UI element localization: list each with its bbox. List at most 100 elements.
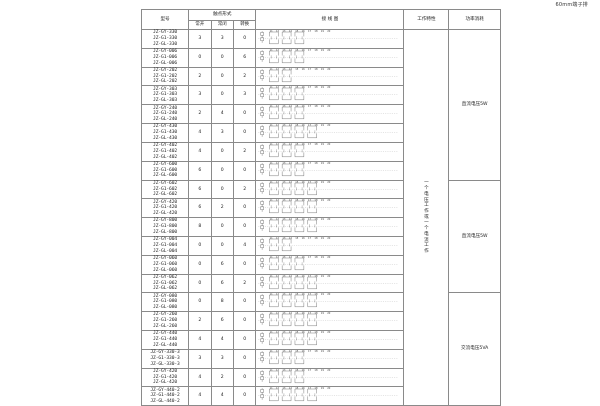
svg-text:19: 19 xyxy=(321,199,325,202)
model-code: JZ-GL-202 xyxy=(153,79,178,85)
svg-text:14: 14 xyxy=(289,181,293,184)
model-code: JZ-GL-062 xyxy=(153,286,178,292)
changeover-count-cell: 2 xyxy=(232,66,257,87)
svg-text:18: 18 xyxy=(315,331,319,334)
svg-text:18: 18 xyxy=(315,350,319,353)
wiring-diagram-cell: 11 12 13 14 15 16 17 18 19 20 xyxy=(255,141,405,162)
normally-open-count-cell: 4 xyxy=(188,123,212,143)
wiring-diagram-d-420a: 11 12 13 14 15 16 17 18 19 20 xyxy=(256,199,403,217)
svg-text:18: 18 xyxy=(315,256,319,259)
changeover-count-cell: 0 xyxy=(232,386,257,406)
svg-text:17: 17 xyxy=(308,312,312,315)
table-row: JZ-GY-080 JZ-G1-080 JZ-GL-080 0 8 0 11 12 13 14 15… xyxy=(140,292,501,406)
svg-text:20: 20 xyxy=(328,162,332,165)
svg-text:13: 13 xyxy=(283,237,287,240)
model-code: JZ-GL-600 xyxy=(153,173,178,179)
svg-text:12: 12 xyxy=(276,218,280,221)
model-cell: JZ-GY-080 JZ-G1-080 JZ-GL-080 xyxy=(140,292,190,313)
svg-text:12: 12 xyxy=(276,49,280,52)
svg-text:18: 18 xyxy=(315,68,319,71)
svg-text:20: 20 xyxy=(328,275,332,278)
svg-text:18: 18 xyxy=(315,312,319,315)
normally-closed-count-cell: 0 xyxy=(210,235,234,256)
svg-text:12: 12 xyxy=(276,387,280,390)
svg-text:20: 20 xyxy=(328,105,332,108)
wiring-diagram-d-240: 11 12 13 14 15 16 17 18 19 20 xyxy=(256,105,403,123)
svg-text:13: 13 xyxy=(283,275,287,278)
header-working-characteristic: 工作特性 xyxy=(403,9,450,30)
svg-text:15: 15 xyxy=(296,369,300,372)
svg-text:15: 15 xyxy=(296,218,300,221)
svg-text:12: 12 xyxy=(276,86,280,89)
svg-text:14: 14 xyxy=(289,237,293,240)
svg-text:19: 19 xyxy=(321,293,325,296)
svg-text:15: 15 xyxy=(296,350,300,353)
svg-text:12: 12 xyxy=(276,162,280,165)
svg-text:12: 12 xyxy=(276,124,280,127)
model-code: JZ-GY-004 xyxy=(153,237,178,243)
svg-text:13: 13 xyxy=(283,124,287,127)
model-cell: JZ-GY-600 JZ-G1-600 JZ-GL-600 xyxy=(140,160,190,181)
wiring-diagram-cell: 11 12 13 14 15 16 17 18 19 20 xyxy=(255,160,405,181)
svg-text:11: 11 xyxy=(270,49,274,52)
svg-text:20: 20 xyxy=(328,237,332,240)
wiring-diagram-d-440-2: 11 12 13 14 15 16 17 18 19 20 xyxy=(256,387,403,405)
svg-text:12: 12 xyxy=(276,312,280,315)
svg-text:19: 19 xyxy=(321,350,325,353)
model-code: JZ-GL-402 xyxy=(153,154,178,160)
svg-text:19: 19 xyxy=(321,218,325,221)
svg-text:16: 16 xyxy=(302,30,306,33)
table-row: JZ-GY-202 JZ-G1-202 JZ-GL-202 2 0 2 11 12 13 14 15… xyxy=(140,66,501,87)
normally-closed-count-cell: 0 xyxy=(210,141,234,162)
svg-text:18: 18 xyxy=(315,86,319,89)
svg-text:19: 19 xyxy=(321,124,325,127)
svg-text:15: 15 xyxy=(296,387,300,390)
svg-text:17: 17 xyxy=(308,162,312,165)
changeover-count-cell: 3 xyxy=(232,85,257,106)
model-code: JZ-GL-004 xyxy=(153,248,178,254)
wiring-diagram-d-202: 11 12 13 14 15 16 17 18 19 20 xyxy=(256,68,403,86)
svg-text:14: 14 xyxy=(289,68,293,71)
model-code: JZ-G1-202 xyxy=(153,73,178,79)
normally-open-count-cell: 6 xyxy=(188,179,212,200)
svg-text:15: 15 xyxy=(296,331,300,334)
changeover-count-cell: 4 xyxy=(232,235,257,256)
svg-text:15: 15 xyxy=(296,256,300,259)
svg-text:20: 20 xyxy=(328,143,332,146)
svg-text:16: 16 xyxy=(302,293,306,296)
svg-text:17: 17 xyxy=(308,369,312,372)
svg-text:12: 12 xyxy=(276,237,280,240)
changeover-count-cell: 0 xyxy=(232,348,257,369)
changeover-count-cell: 0 xyxy=(232,198,257,219)
wiring-diagram-d-004: 11 12 13 14 15 16 17 18 19 20 xyxy=(256,237,403,255)
svg-text:13: 13 xyxy=(283,143,287,146)
svg-text:12: 12 xyxy=(276,143,280,146)
header-power-consumption: 功率消耗 xyxy=(448,9,501,30)
characteristic-char: 压 xyxy=(424,197,429,203)
model-code: JZ-GL-330 xyxy=(153,41,178,47)
model-code: JZ-GL-420 xyxy=(153,380,178,386)
model-code: JZ-G1-004 xyxy=(153,242,178,248)
characteristic-char: 流 xyxy=(424,237,429,243)
svg-text:13: 13 xyxy=(283,49,287,52)
model-code: JZ-GY-260 xyxy=(153,312,178,318)
svg-text:12: 12 xyxy=(276,331,280,334)
svg-text:13: 13 xyxy=(283,105,287,108)
normally-open-count-cell: 4 xyxy=(188,141,212,162)
svg-text:11: 11 xyxy=(270,143,274,146)
svg-text:16: 16 xyxy=(302,369,306,372)
table-row: JZ-GY-330-3 JZ-G1-330-3 JZ-GL-330-3 3 3 0 11 12… xyxy=(140,348,501,369)
svg-text:14: 14 xyxy=(289,369,293,372)
svg-text:20: 20 xyxy=(328,350,332,353)
model-code: JZ-G1-430 xyxy=(153,130,178,136)
svg-text:15: 15 xyxy=(296,86,300,89)
model-code: JZ-GY-062 xyxy=(153,274,178,280)
normally-closed-count-cell: 0 xyxy=(210,217,234,237)
model-code: JZ-G1-600 xyxy=(153,167,178,173)
model-code: JZ-GL-303 xyxy=(153,98,178,104)
table-row: JZ-GY-420 JZ-G1-420 JZ-GL-420 6 2 0 11 12 13 14 15… xyxy=(140,198,501,219)
svg-text:12: 12 xyxy=(276,293,280,296)
svg-text:18: 18 xyxy=(315,124,319,127)
normally-open-count-cell: 6 xyxy=(188,160,212,181)
